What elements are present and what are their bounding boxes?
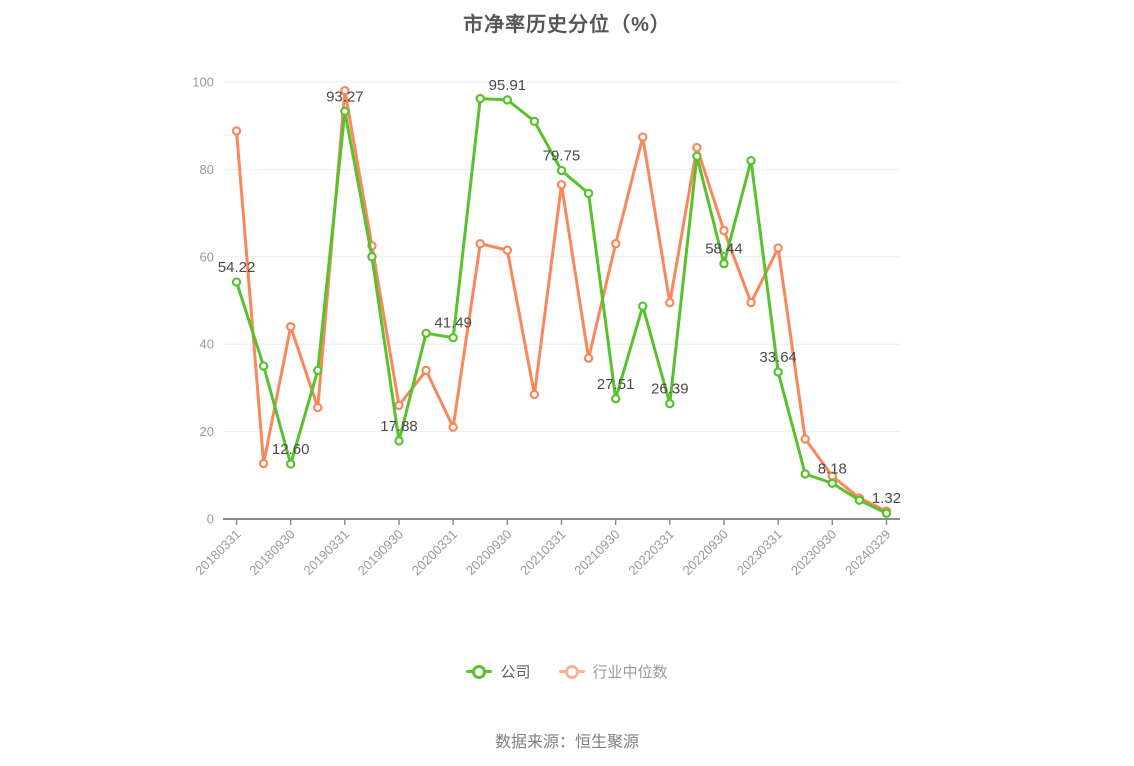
- company-data-point[interactable]: [448, 332, 458, 343]
- industry-data-point[interactable]: [665, 297, 675, 308]
- x-axis-tick-label: 20220930: [680, 527, 732, 579]
- company-data-point[interactable]: [773, 367, 783, 377]
- company-data-point[interactable]: [854, 495, 865, 505]
- company-data-point[interactable]: [719, 258, 729, 269]
- industry-data-point[interactable]: [421, 365, 431, 376]
- industry-data-point[interactable]: [719, 225, 729, 236]
- y-axis-tick-label: 60: [200, 249, 214, 264]
- legend-item-industry-median[interactable]: 行业中位数: [558, 661, 668, 682]
- industry-data-point[interactable]: [258, 458, 269, 469]
- company-data-point[interactable]: [340, 106, 350, 117]
- company-data-point[interactable]: [529, 116, 540, 127]
- company-data-point[interactable]: [881, 508, 892, 518]
- company-data-point[interactable]: [258, 361, 269, 371]
- company-data-point[interactable]: [583, 188, 594, 199]
- x-axis-tick-label: 20190930: [355, 527, 407, 579]
- industry-data-point[interactable]: [286, 322, 296, 332]
- legend: 公司 行业中位数: [0, 661, 1134, 682]
- industry-data-point[interactable]: [475, 238, 485, 249]
- industry-data-point[interactable]: [448, 422, 458, 432]
- x-axis-tick-label: 20200930: [463, 527, 515, 579]
- company-data-point[interactable]: [475, 93, 485, 104]
- line-chart-canvas[interactable]: 0 20 40 60 80 100 20180331 20180930 20190331 2019…: [0, 0, 1134, 640]
- industry-data-point[interactable]: [231, 126, 242, 136]
- company-data-point[interactable]: [421, 328, 431, 338]
- industry-data-point[interactable]: [638, 132, 648, 142]
- point-value-label: 33.64: [759, 349, 797, 366]
- point-value-label: 95.91: [489, 77, 527, 94]
- company-data-point[interactable]: [313, 365, 323, 376]
- x-axis-tick-label: 20230930: [788, 527, 840, 579]
- company-data-point[interactable]: [827, 478, 838, 488]
- industry-data-point[interactable]: [502, 245, 513, 255]
- company-data-point[interactable]: [638, 301, 648, 311]
- y-axis-tick-label: 0: [207, 512, 214, 527]
- company-data-point[interactable]: [556, 165, 567, 176]
- data-source-text: 数据来源：恒生聚源: [494, 734, 639, 751]
- company-data-point[interactable]: [610, 394, 621, 404]
- industry-data-point[interactable]: [313, 402, 323, 413]
- company-data-point[interactable]: [394, 436, 404, 446]
- y-axis-tick-label: 100: [192, 75, 214, 90]
- x-axis-tick-label: 20190331: [300, 527, 352, 579]
- industry-data-point[interactable]: [746, 297, 756, 308]
- point-value-label: 79.75: [543, 147, 581, 164]
- legend-item-company[interactable]: 公司: [466, 661, 531, 682]
- legend-label-industry-median: 行业中位数: [592, 664, 668, 681]
- x-axis-tick-label: 20180930: [246, 527, 298, 579]
- legend-label-company: 公司: [500, 664, 531, 681]
- x-axis-tick-label: 20220331: [625, 527, 677, 579]
- industry-data-point[interactable]: [394, 400, 404, 411]
- x-axis-tick-label: 20210930: [571, 527, 623, 579]
- y-axis-tick-label: 80: [200, 162, 214, 177]
- industry-line-marker-icon: [558, 664, 585, 679]
- point-value-label: 54.22: [218, 259, 256, 276]
- point-value-label: 41.49: [434, 315, 472, 332]
- point-value-label: 1.32: [872, 490, 901, 507]
- industry-data-point[interactable]: [800, 434, 810, 444]
- company-data-point[interactable]: [286, 459, 296, 469]
- industry-data-point[interactable]: [340, 86, 350, 96]
- x-axis-tick-label: 20230331: [734, 527, 786, 579]
- industry-data-point[interactable]: [773, 243, 783, 253]
- company-data-point[interactable]: [231, 277, 242, 287]
- x-axis-tick-label: 20180331: [192, 527, 244, 579]
- industry-data-point[interactable]: [583, 353, 594, 363]
- industry-data-point[interactable]: [610, 238, 621, 249]
- x-axis-tick-label: 20210331: [517, 527, 569, 579]
- company-data-point[interactable]: [502, 95, 513, 105]
- company-data-point[interactable]: [367, 252, 377, 262]
- point-value-label: 8.18: [818, 460, 847, 477]
- x-axis-tick-label: 20200331: [409, 527, 461, 579]
- company-data-point[interactable]: [800, 469, 810, 479]
- point-value-label: 93.27: [326, 88, 364, 105]
- y-axis-tick-label: 40: [200, 337, 214, 352]
- point-value-label: 58.44: [705, 241, 743, 258]
- industry-data-point[interactable]: [556, 179, 567, 190]
- company-line-marker-icon: [466, 664, 493, 679]
- point-value-label: 27.51: [597, 376, 635, 393]
- point-value-label: 12.60: [272, 441, 310, 458]
- chart-title: 市净率历史分位（%）: [463, 14, 671, 36]
- point-value-label: 17.88: [380, 418, 418, 435]
- company-data-point[interactable]: [665, 398, 675, 409]
- industry-data-point[interactable]: [529, 389, 540, 400]
- x-axis-tick-label: 20240329: [842, 527, 894, 579]
- point-value-label: 26.39: [651, 381, 689, 398]
- y-axis-tick-label: 20: [200, 424, 214, 439]
- company-data-point[interactable]: [692, 151, 702, 161]
- company-data-point[interactable]: [746, 155, 756, 166]
- industry-data-point[interactable]: [692, 142, 702, 153]
